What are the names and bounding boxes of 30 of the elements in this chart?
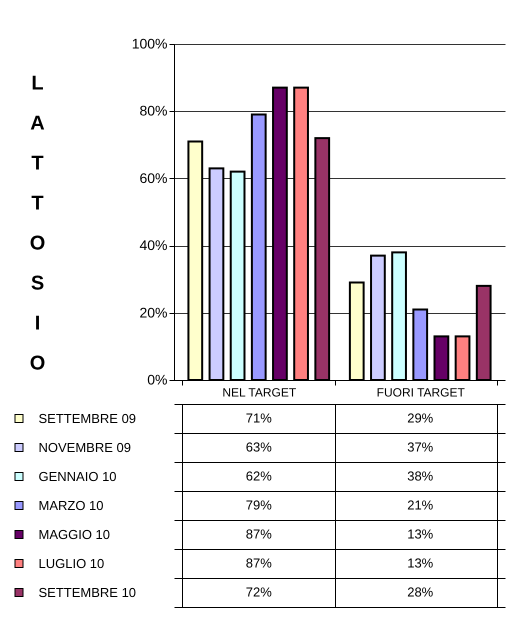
y-tick-label: 0% bbox=[147, 372, 168, 388]
data-label: 87% bbox=[246, 526, 272, 542]
data-label: 37% bbox=[407, 440, 434, 454]
y-tick-label: 100% bbox=[132, 36, 168, 52]
data-label: 63% bbox=[246, 440, 272, 454]
legend-label: MAGGIO 10 bbox=[38, 527, 110, 542]
y-tick-label: 20% bbox=[139, 304, 168, 320]
y-tick-label: 60% bbox=[139, 170, 168, 186]
legend-label: NOVEMBRE 09 bbox=[38, 440, 131, 455]
legend-label: MARZO 10 bbox=[38, 498, 104, 513]
legend-label: LUGLIO 10 bbox=[38, 556, 104, 571]
data-label: 71% bbox=[246, 410, 272, 426]
legend-label: SETTEMBRE 10 bbox=[38, 585, 136, 600]
y-axis-title: LATTOSIO bbox=[30, 72, 46, 374]
data-label: 79% bbox=[246, 498, 272, 512]
data-label: 38% bbox=[407, 468, 434, 484]
legend-label: SETTEMBRE 09 bbox=[38, 411, 136, 426]
legend-label: GENNAIO 10 bbox=[38, 469, 117, 484]
data-label: 62% bbox=[246, 468, 272, 484]
data-label: 72% bbox=[246, 584, 272, 600]
x-tick-label: NEL TARGET bbox=[222, 386, 297, 400]
data-label: 13% bbox=[407, 556, 434, 570]
x-tick-label: FUORI TARGET bbox=[376, 386, 466, 400]
y-tick-label: 40% bbox=[139, 237, 168, 254]
data-label: 28% bbox=[407, 584, 434, 600]
y-tick-label: 80% bbox=[139, 102, 168, 119]
data-label: 21% bbox=[407, 498, 434, 512]
data-label: 29% bbox=[407, 410, 434, 426]
data-label: 13% bbox=[407, 526, 434, 542]
data-label: 87% bbox=[246, 556, 272, 570]
